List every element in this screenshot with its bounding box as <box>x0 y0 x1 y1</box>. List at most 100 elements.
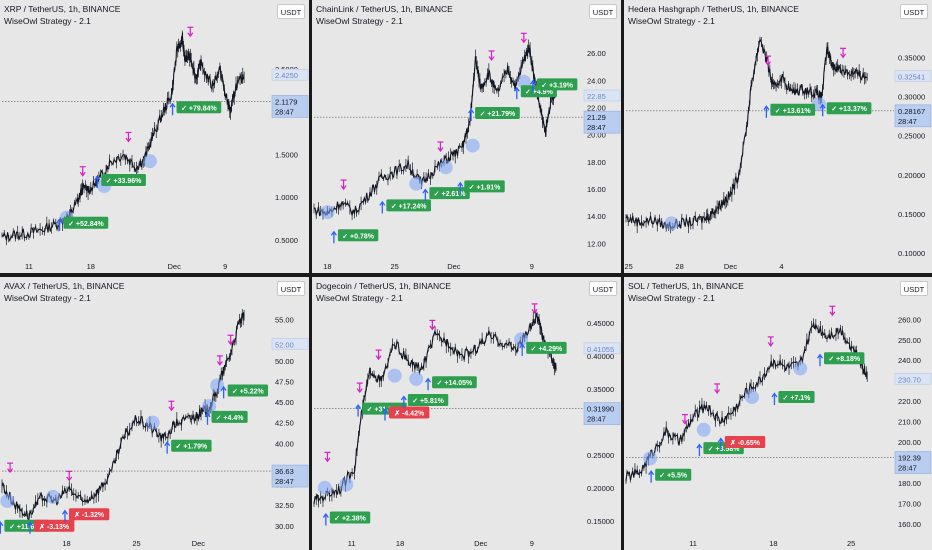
sell-arrow-icon <box>829 305 836 317</box>
y-tick-label: 22.00 <box>587 104 606 113</box>
x-tick-label: 9 <box>530 539 534 548</box>
win-trade-label: ✓ +0.78% <box>337 229 379 242</box>
chart-panel-dogecoin[interactable]: 0.450000.400000.350000.300000.250000.200… <box>312 277 621 550</box>
chart-canvas[interactable]: 55.0050.0047.5045.0042.5040.0035.0032.50… <box>0 277 309 550</box>
entry-highlight-circle <box>317 480 332 495</box>
quote-currency-button[interactable]: USDT <box>900 4 928 19</box>
chart-canvas[interactable]: 26.00 24.00 22.00 20.00 18.00 16.00 14.00 12.00… <box>312 0 621 273</box>
quote-currency-button[interactable]: USDT <box>900 281 928 296</box>
bar-countdown: 28:47 <box>587 415 606 424</box>
price-box-value: 2.1179 <box>275 97 297 106</box>
sell-arrow-icon <box>767 336 774 347</box>
x-tick-label: 18 <box>62 539 70 548</box>
x-tick-label: Dec <box>167 262 181 271</box>
buy-arrow-icon <box>379 200 386 214</box>
win-trade-label: ✓ +52.84% <box>63 216 109 229</box>
y-tick-label: 250.00 <box>898 336 921 345</box>
quote-currency-button[interactable]: USDT <box>589 4 617 19</box>
trade-result-text: ✓ +8.18% <box>828 356 861 363</box>
chart-canvas[interactable]: 260.00250.00240.00230.00220.00210.00200.… <box>624 277 932 550</box>
trade-result-text: ✓ +1.79% <box>175 444 208 451</box>
buy-arrow-icon <box>381 407 389 421</box>
chart-panel-hedera[interactable]: 0.35000 0.30000 0.25000 0.20000 0.15000 0.100… <box>624 0 932 273</box>
y-tick-label: 0.25000 <box>898 132 925 141</box>
sell-arrow-icon <box>488 50 495 62</box>
quote-currency-button[interactable]: USDT <box>277 4 305 19</box>
trade-result-text: ✓ +11.67% <box>9 524 45 531</box>
bar-countdown: 28:47 <box>898 464 917 473</box>
x-tick-label: Dec <box>192 539 206 548</box>
chart-panel-sol[interactable]: 260.00250.00240.00230.00220.00210.00200.… <box>624 277 932 550</box>
buy-arrow-icon <box>56 218 63 231</box>
bar-countdown: 28:47 <box>898 117 917 126</box>
price-box-value: 230.70 <box>898 375 921 384</box>
sell-arrow-icon <box>714 383 721 394</box>
chart-canvas[interactable]: 0.450000.400000.350000.300000.250000.200… <box>312 277 621 550</box>
sell-arrow-icon <box>187 26 194 38</box>
trade-result-text: ✓ +0.78% <box>342 233 375 240</box>
y-tick-label: 210.00 <box>898 418 921 427</box>
trade-result-text: ✓ +17.24% <box>391 203 427 210</box>
chart-canvas[interactable]: 0.35000 0.30000 0.25000 0.20000 0.15000 0.100… <box>624 0 932 273</box>
trade-result-text: ✓ +2.61% <box>434 191 467 198</box>
chart-title: SOL / TetherUS, 1h, BINANCE <box>628 281 744 291</box>
buy-arrow-icon <box>164 441 171 454</box>
x-tick-label: 25 <box>391 262 399 271</box>
y-tick-label: 0.30000 <box>898 92 925 101</box>
win-trade-label: ✓ +14.05% <box>432 376 477 389</box>
y-tick-label: 0.5000 <box>275 236 298 245</box>
price-series-line <box>1 34 245 242</box>
sell-arrow-icon <box>429 319 436 331</box>
win-trade-label: ✓ +17.24% <box>386 199 432 212</box>
y-tick-label: 14.00 <box>587 212 606 221</box>
x-tick-label: 9 <box>530 262 534 271</box>
y-tick-label: 47.50 <box>275 377 294 386</box>
y-tick-label: 1.0000 <box>275 193 298 202</box>
chart-title: ChainLink / TetherUS, 1h, BINANCE <box>316 4 453 14</box>
trade-result-text: ✗ -1.32% <box>74 511 105 519</box>
sell-arrow-icon <box>324 451 331 463</box>
sell-arrow-icon <box>66 470 73 482</box>
trade-result-text: ✓ +1.91% <box>469 184 502 191</box>
entry-highlight-circle <box>744 390 759 405</box>
quote-currency-button[interactable]: USDT <box>277 281 305 296</box>
price-box-value: 192.39 <box>898 454 921 463</box>
win-trade-label: ✓ +1.79% <box>171 439 212 452</box>
buy-arrow-icon <box>220 385 227 399</box>
win-trade-label: ✓ +7.1% <box>778 391 815 404</box>
entry-highlight-circle <box>664 216 679 231</box>
sell-arrow-icon <box>437 141 444 153</box>
sell-arrow-icon <box>520 32 527 44</box>
entry-highlight-circle <box>793 361 808 376</box>
x-tick-label: 18 <box>396 539 404 548</box>
sell-arrow-icon <box>375 349 382 361</box>
last-price-box: 2.4250 <box>271 68 309 81</box>
trade-result-text: ✗ -0.65% <box>730 439 761 447</box>
chart-title: Hedera Hashgraph / TetherUS, 1h, BINANCE <box>628 4 799 14</box>
trade-result-text: ✓ +3.58% <box>708 446 741 453</box>
sell-arrow-icon <box>227 334 234 346</box>
last-price-box: 0.41055 <box>583 342 621 355</box>
y-tick-label: 160.00 <box>898 520 921 529</box>
buy-arrow-icon <box>513 86 520 100</box>
chart-panel-chainlink[interactable]: 26.00 24.00 22.00 20.00 18.00 16.00 14.00 12.00… <box>312 0 621 273</box>
y-tick-label: 30.00 <box>275 522 294 531</box>
win-trade-label: ✓ +2.61% <box>429 187 470 200</box>
loss-trade-label: ✗ -4.42% <box>389 406 430 419</box>
y-tick-label: 0.15000 <box>587 517 614 526</box>
trade-result-text: ✓ +13.61% <box>775 108 811 115</box>
entry-highlight-circle <box>142 154 157 169</box>
price-box-value: 0.28167 <box>898 107 925 116</box>
entry-highlight-circle <box>46 489 61 504</box>
chart-panel-avax[interactable]: 55.0050.0047.5045.0042.5040.0035.0032.50… <box>0 277 309 550</box>
quote-currency-button[interactable]: USDT <box>589 281 617 296</box>
strategy-label: WiseOwl Strategy - 2.1 <box>316 293 403 303</box>
chart-title: Dogecoin / TetherUS, 1h, BINANCE <box>316 281 451 291</box>
y-tick-label: 180.00 <box>898 479 921 488</box>
y-tick-label: 50.00 <box>275 357 294 366</box>
buy-arrow-icon <box>648 470 655 483</box>
